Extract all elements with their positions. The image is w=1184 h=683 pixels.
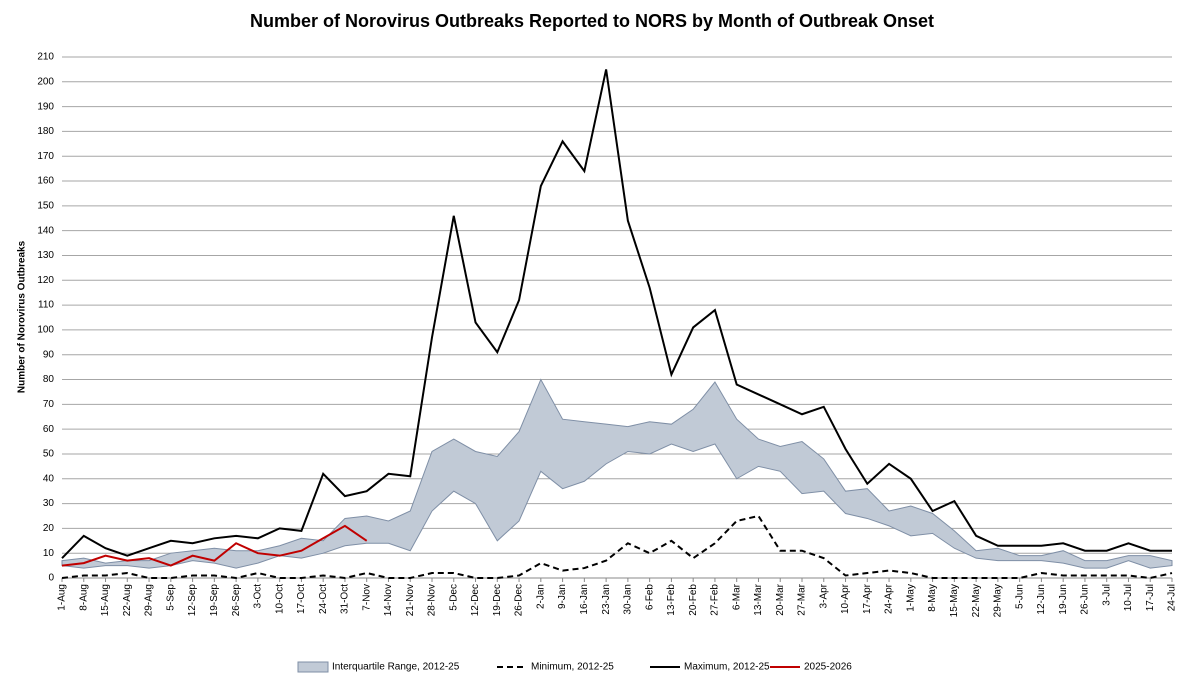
x-tick-label: 5-Sep xyxy=(165,584,176,611)
x-tick-label: 26-Jun xyxy=(1080,584,1091,615)
x-tick-label: 26-Sep xyxy=(231,584,242,617)
x-tick-label: 12-Dec xyxy=(470,584,481,616)
y-tick-label: 200 xyxy=(37,76,54,87)
x-tick-label: 12-Sep xyxy=(187,584,198,617)
x-tick-label: 22-Aug xyxy=(122,584,133,616)
x-tick-label: 6-Mar xyxy=(731,583,742,610)
y-tick-label: 70 xyxy=(43,399,55,410)
x-tick-label: 16-Jan xyxy=(579,584,590,615)
y-tick-label: 180 xyxy=(37,126,54,137)
x-tick-label: 5-Dec xyxy=(448,584,459,611)
chart-title: Number of Norovirus Outbreaks Reported t… xyxy=(250,11,934,31)
x-tick-label: 30-Jan xyxy=(623,584,634,615)
x-tick-label: 17-Oct xyxy=(296,584,307,614)
y-tick-label: 110 xyxy=(38,300,54,311)
x-tick-label: 19-Sep xyxy=(209,584,220,617)
y-tick-label: 0 xyxy=(48,573,54,584)
y-tick-label: 160 xyxy=(37,176,54,187)
x-tick-label: 7-Nov xyxy=(361,584,372,611)
x-tick-label: 3-Apr xyxy=(818,583,829,608)
y-tick-label: 60 xyxy=(43,424,55,435)
x-tick-label: 17-Apr xyxy=(862,583,873,614)
x-tick-label: 12-Jun xyxy=(1036,584,1047,615)
x-tick-label: 27-Mar xyxy=(797,583,808,615)
legend-label: Minimum, 2012-25 xyxy=(531,662,614,673)
x-tick-label: 29-May xyxy=(993,584,1004,617)
x-tick-label: 19-Jun xyxy=(1058,584,1069,615)
x-tick-label: 1-Aug xyxy=(57,584,68,611)
x-tick-label: 5-Jun xyxy=(1014,584,1025,609)
x-tick-label: 21-Nov xyxy=(405,584,416,616)
x-tick-label: 15-Aug xyxy=(100,584,111,616)
x-tick-label: 27-Feb xyxy=(710,584,721,616)
legend-swatch xyxy=(297,661,329,673)
x-tick-label: 20-Feb xyxy=(688,584,699,616)
x-tick-label: 13-Mar xyxy=(753,583,764,615)
x-tick-label: 20-Mar xyxy=(775,583,786,615)
x-tick-label: 24-Jul xyxy=(1167,584,1178,611)
y-tick-label: 100 xyxy=(37,325,54,336)
x-tick-label: 3-Oct xyxy=(253,584,264,609)
y-tick-label: 80 xyxy=(43,374,55,385)
series-line xyxy=(61,514,1173,580)
y-tick-label: 30 xyxy=(43,498,55,509)
y-tick-label: 40 xyxy=(43,473,55,484)
x-tick-label: 10-Oct xyxy=(274,584,285,614)
y-tick-label: 20 xyxy=(43,523,55,534)
x-tick-label: 31-Oct xyxy=(340,584,351,614)
x-tick-label: 22-May xyxy=(971,584,982,617)
y-tick-label: 190 xyxy=(37,101,54,112)
y-tick-label: 150 xyxy=(37,200,54,211)
x-tick-label: 19-Dec xyxy=(492,584,503,616)
x-tick-label: 24-Oct xyxy=(318,584,329,614)
series-line xyxy=(61,524,368,567)
y-tick-label: 210 xyxy=(37,52,54,63)
y-tick-label: 170 xyxy=(37,151,54,162)
x-tick-label: 10-Apr xyxy=(840,583,851,614)
legend-label: 2025-2026 xyxy=(804,662,852,673)
x-tick-label: 15-May xyxy=(949,584,960,617)
y-tick-label: 130 xyxy=(37,250,54,261)
iqr-band xyxy=(61,378,1173,569)
x-tick-label: 8-May xyxy=(927,584,938,612)
x-tick-label: 9-Jan xyxy=(557,584,568,609)
x-tick-label: 8-Aug xyxy=(78,584,89,611)
legend-label: Maximum, 2012-25 xyxy=(684,662,770,673)
x-tick-label: 17-Jul xyxy=(1145,584,1156,611)
x-tick-label: 29-Aug xyxy=(144,584,155,616)
series-line xyxy=(61,69,1172,559)
x-tick-label: 24-Apr xyxy=(884,583,895,614)
x-tick-label: 3-Jul xyxy=(1101,584,1112,606)
y-axis-label: Number of Norovirus Outbreaks xyxy=(17,240,28,393)
y-tick-label: 50 xyxy=(43,449,55,460)
x-tick-label: 2-Jan xyxy=(535,584,546,609)
x-tick-label: 1-May xyxy=(905,584,916,612)
y-tick-label: 140 xyxy=(37,225,54,236)
y-tick-label: 120 xyxy=(37,275,54,286)
x-tick-label: 26-Dec xyxy=(514,584,525,616)
x-tick-label: 6-Feb xyxy=(644,584,655,611)
x-tick-label: 14-Nov xyxy=(383,584,394,616)
x-tick-label: 13-Feb xyxy=(666,584,677,616)
legend-label: Interquartile Range, 2012-25 xyxy=(332,662,460,673)
x-tick-label: 10-Jul xyxy=(1123,584,1134,611)
y-tick-label: 10 xyxy=(43,548,55,559)
x-tick-label: 23-Jan xyxy=(601,584,612,615)
x-tick-label: 28-Nov xyxy=(427,584,438,616)
y-tick-label: 90 xyxy=(43,349,55,360)
